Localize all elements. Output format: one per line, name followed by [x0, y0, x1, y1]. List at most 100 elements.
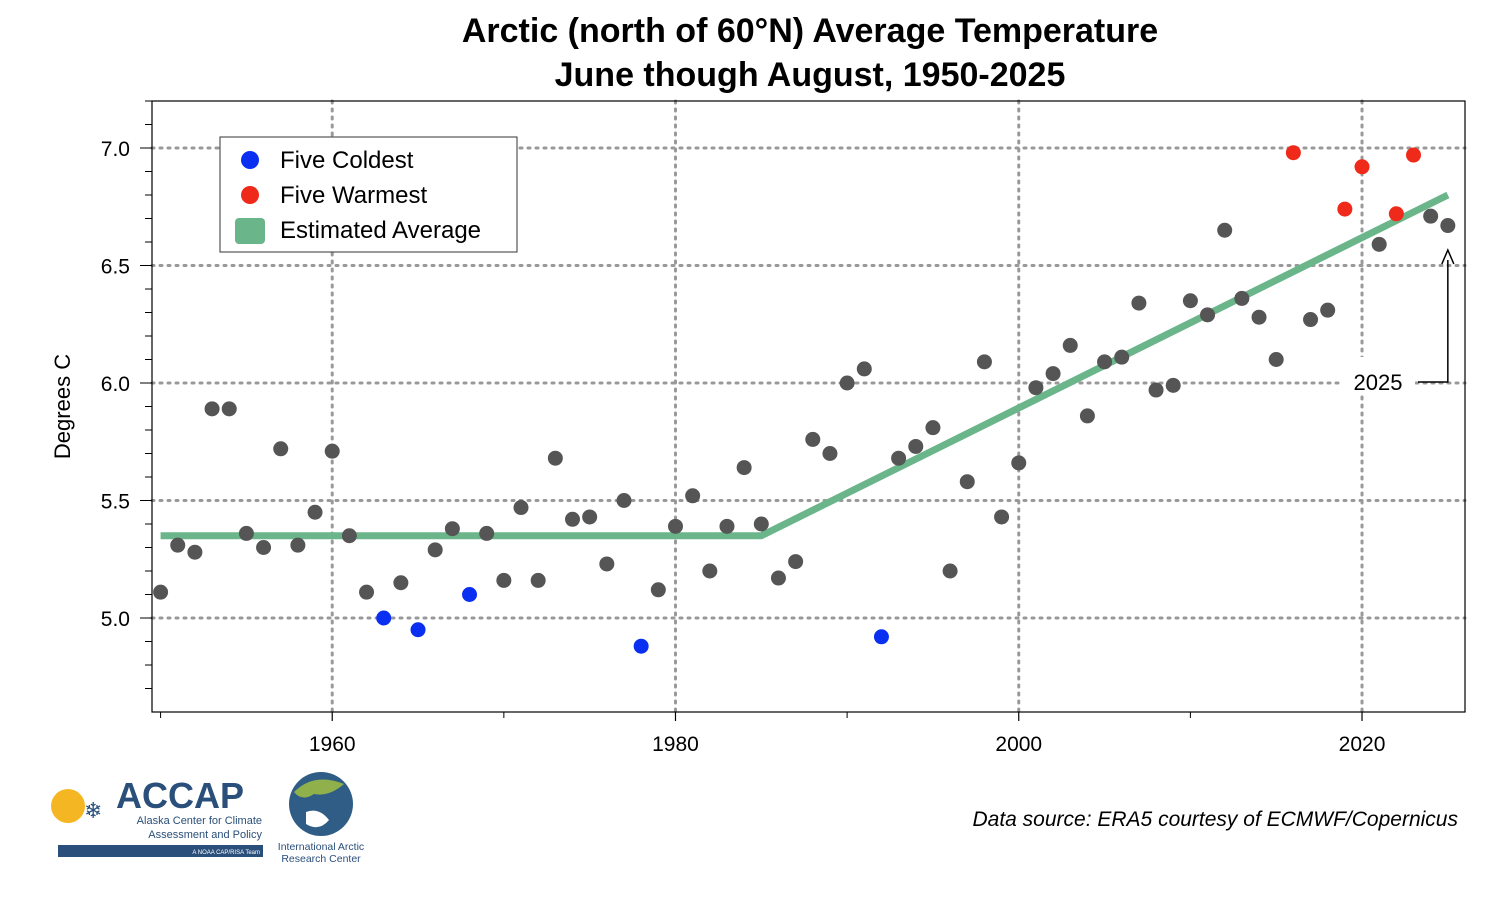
data-point: [1079, 408, 1095, 424]
svg-text:❄: ❄: [84, 799, 102, 824]
data-point: [479, 525, 495, 541]
data-point: [565, 511, 581, 527]
data-point: [788, 554, 804, 570]
data-point-coldest: [462, 587, 478, 602]
data-point: [959, 474, 975, 490]
legend-trend-marker: [235, 218, 265, 244]
data-point: [942, 563, 958, 579]
x-tick-label: 1960: [309, 733, 356, 756]
y-axis-label: Degrees C: [50, 354, 75, 459]
x-tick-label: 2000: [995, 733, 1042, 756]
plot-frame: [151, 100, 1466, 713]
data-point: [770, 570, 786, 586]
data-point: [1200, 307, 1216, 323]
accap-logo-icon: ❄: [51, 789, 102, 824]
data-point: [976, 354, 992, 370]
data-point: [547, 450, 563, 466]
accap-sub2: Assessment and Policy: [148, 829, 262, 841]
data-point: [582, 509, 598, 525]
legend-label: Five Coldest: [280, 147, 414, 174]
accap-sub1: Alaska Center for Climate: [137, 815, 262, 827]
data-point: [1011, 455, 1027, 471]
data-point: [1062, 337, 1078, 353]
y-tick-label: 6.5: [101, 256, 130, 279]
trend-line: [160, 191, 1450, 540]
arrow-head-icon: [1441, 248, 1455, 265]
data-point: [1234, 290, 1250, 306]
data-point: [1303, 312, 1319, 328]
x-tick-label: 1980: [652, 733, 699, 756]
data-point-warmest: [1388, 206, 1404, 222]
data-point: [324, 443, 340, 459]
x-tick-label: 2020: [1339, 733, 1386, 756]
data-point: [170, 537, 186, 553]
data-point: [1217, 222, 1233, 238]
data-point: [1423, 208, 1439, 224]
legend-label: Estimated Average: [280, 217, 481, 244]
accap-bar: [58, 845, 263, 857]
annotation-bg: [1340, 357, 1415, 395]
data-point: [1097, 354, 1113, 370]
data-point: [1268, 352, 1284, 367]
iarc-globe-icon: [289, 772, 353, 836]
data-point-warmest: [1354, 159, 1370, 175]
legend-warmest-marker: [241, 186, 259, 204]
data-point: [444, 521, 460, 537]
data-point: [1371, 236, 1387, 252]
data-point: [1114, 349, 1130, 365]
data-point: [839, 375, 855, 391]
data-point: [719, 518, 735, 534]
data-point: [187, 544, 203, 560]
data-point: [925, 420, 941, 436]
data-point: [153, 584, 169, 600]
data-point: [1165, 377, 1181, 393]
accap-logo-text: ACCAP: [116, 775, 244, 816]
data-point: [427, 542, 443, 558]
data-point: [393, 575, 409, 591]
y-tick-label: 5.0: [101, 608, 130, 631]
legend-coldest-marker: [241, 151, 259, 169]
data-point: [1251, 309, 1267, 325]
chart-title: Arctic (north of 60°N) Average Temperatu…: [461, 12, 1159, 50]
data-point-coldest: [873, 629, 889, 645]
data-point: [650, 582, 666, 598]
data-point: [599, 556, 615, 572]
data-point: [822, 446, 838, 461]
data-point: [856, 361, 872, 377]
data-point: [221, 401, 237, 417]
data-point: [1182, 293, 1198, 309]
data-source: Data source: ERA5 courtesy of ECMWF/Cope…: [972, 808, 1458, 831]
data-point: [1440, 218, 1456, 234]
data-point: [204, 401, 220, 417]
data-point-warmest: [1406, 147, 1422, 163]
data-point: [290, 537, 306, 553]
data-point: [1045, 366, 1061, 382]
data-point-warmest: [1285, 145, 1301, 161]
annotation-2025: 2025: [1354, 370, 1403, 395]
data-point-coldest: [376, 610, 392, 626]
data-point: [1131, 295, 1147, 311]
accap-sub3: A NOAA CAP/RISA Team: [192, 850, 260, 856]
data-point: [994, 509, 1010, 525]
data-point-warmest: [1337, 201, 1353, 217]
data-point: [1320, 302, 1336, 318]
data-point: [256, 540, 272, 555]
legend-label: Five Warmest: [280, 182, 427, 209]
data-point: [1028, 380, 1044, 396]
data-point: [616, 493, 632, 508]
iarc-sub2: Research Center: [281, 853, 361, 865]
data-point: [273, 441, 289, 457]
data-point: [805, 431, 821, 447]
y-tick-label: 5.5: [101, 491, 130, 514]
data-point: [238, 525, 254, 541]
data-point: [685, 488, 701, 504]
data-point: [702, 563, 718, 579]
data-point: [341, 528, 357, 544]
data-point: [667, 518, 683, 534]
annotation-arrow: [1418, 260, 1449, 383]
y-tick-label: 7.0: [101, 138, 130, 161]
data-point: [496, 572, 512, 588]
data-point-coldest: [410, 622, 426, 638]
